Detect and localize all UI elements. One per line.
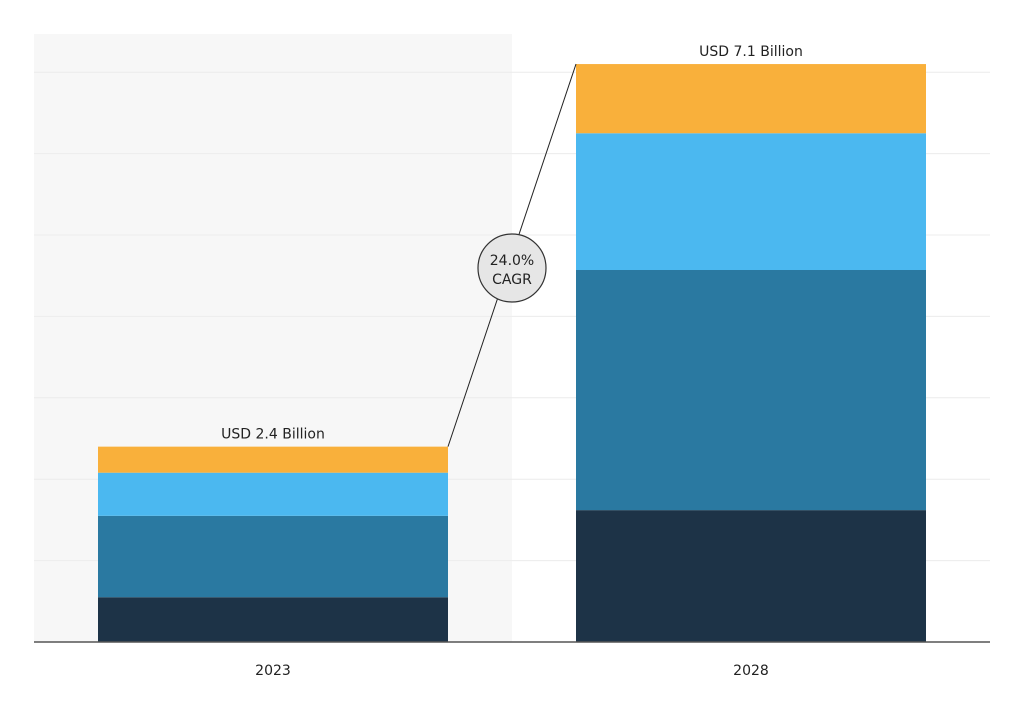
bar-segment [576,64,926,134]
bar-segment [98,515,448,598]
x-tick-label: 2023 [255,663,291,679]
cagr-value: 24.0% [490,253,534,269]
bar-segment [576,270,926,511]
total-label: USD 2.4 Billion [221,427,325,443]
x-tick-labels: 2023 2028 [255,663,769,679]
bar-stack-2023 [98,446,448,642]
cagr-badge [477,233,547,303]
total-label: USD 7.1 Billion [699,44,803,60]
x-tick-label: 2028 [733,663,769,679]
bar-segment [576,133,926,271]
total-labels: USD 2.4 Billion USD 7.1 Billion [221,44,803,443]
bar-segment [98,472,448,516]
cagr-label: CAGR [492,272,532,288]
bar-stack-2028 [576,64,926,642]
bar-segment [98,597,448,642]
bar-segment [576,510,926,642]
cagr-annotation: 24.0% CAGR [447,63,577,447]
bars [98,64,926,642]
bar-segment [98,446,448,473]
